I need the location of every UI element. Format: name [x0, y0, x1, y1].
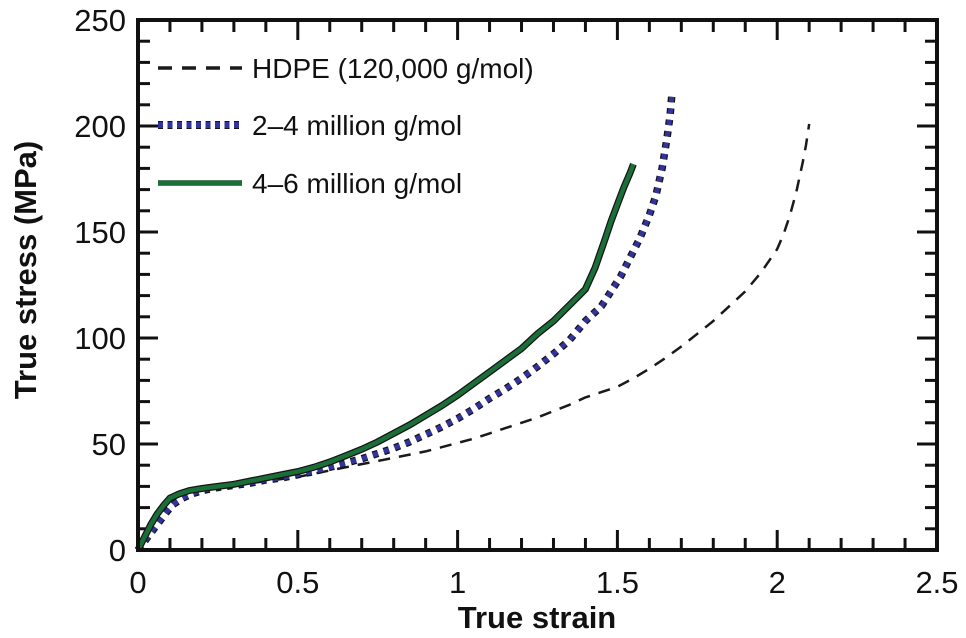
y-tick-label: 250 [74, 3, 126, 38]
legend-item-2: 4–6 million g/mol [158, 168, 462, 199]
legend-label: 4–6 million g/mol [252, 168, 462, 199]
x-tick-label: 1 [449, 565, 466, 600]
legend-item-0: HDPE (120,000 g/mol) [158, 53, 534, 84]
x-axis-title: True strain [458, 600, 617, 635]
tick-labels: 0 0.5 1 1.5 2 2.5 0 50 100 150 200 250 [74, 3, 958, 600]
axis-ticks [140, 22, 935, 548]
legend-label: HDPE (120,000 g/mol) [252, 53, 534, 84]
series-line-2 [135, 163, 636, 552]
x-tick-label: 0.5 [276, 565, 319, 600]
y-tick-label: 100 [74, 321, 126, 356]
series-outline-2 [134, 162, 637, 552]
series-outline-1 [135, 95, 676, 553]
plot-frame [136, 18, 939, 552]
legend: HDPE (120,000 g/mol) 2–4 million g/mol 4–6… [158, 53, 534, 199]
legend-label: 2–4 million g/mol [252, 110, 462, 141]
series-line-0 [136, 123, 811, 551]
y-axis-title: True stress (MPa) [8, 141, 43, 399]
series-line-1 [136, 96, 675, 552]
y-tick-label: 150 [74, 215, 126, 250]
legend-item-1: 2–4 million g/mol [158, 110, 462, 141]
x-tick-label: 1.5 [596, 565, 639, 600]
y-tick-label: 200 [74, 109, 126, 144]
y-tick-label: 50 [92, 427, 126, 462]
x-tick-label: 2.5 [915, 565, 958, 600]
x-tick-label: 2 [769, 565, 786, 600]
x-tick-label: 0 [129, 565, 146, 600]
y-tick-label: 0 [109, 533, 126, 568]
curves [134, 95, 811, 553]
